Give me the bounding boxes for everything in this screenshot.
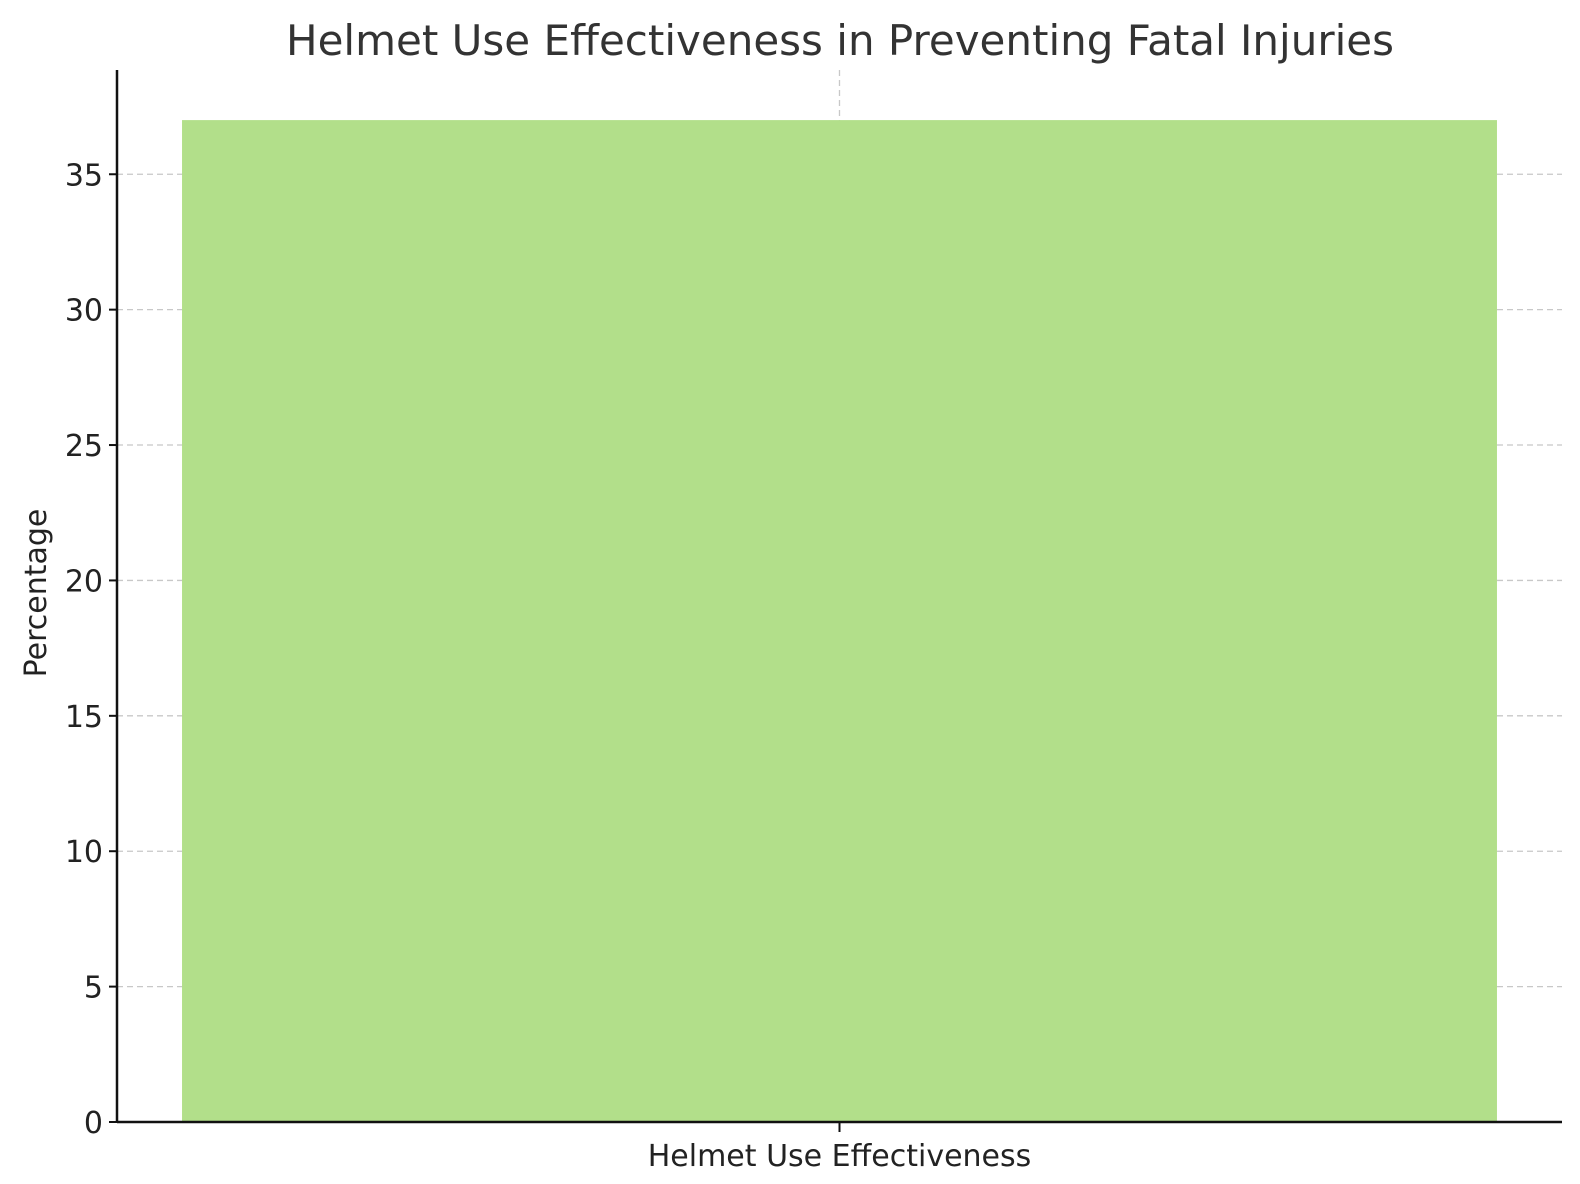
chart-title: Helmet Use Effectiveness in Preventing F… — [286, 16, 1394, 65]
x-tick-label: Helmet Use Effectiveness — [648, 1139, 1032, 1174]
y-tick-label: 15 — [65, 700, 103, 735]
y-tick-label: 20 — [65, 564, 103, 599]
y-tick-label: 10 — [65, 835, 103, 870]
y-tick-label: 25 — [65, 429, 103, 464]
tick-labels: 0 5 10 15 20 25 30 35 Helmet Use Effectiveness — [65, 158, 1031, 1174]
y-tick-label: 35 — [65, 158, 103, 193]
y-tick-label: 30 — [65, 294, 103, 329]
bars — [182, 120, 1497, 1123]
y-tick-label: 5 — [84, 971, 103, 1006]
y-tick-label: 0 — [84, 1106, 103, 1141]
y-axis-label: Percentage — [19, 509, 54, 678]
bar — [182, 120, 1497, 1123]
axes — [109, 70, 1562, 1132]
